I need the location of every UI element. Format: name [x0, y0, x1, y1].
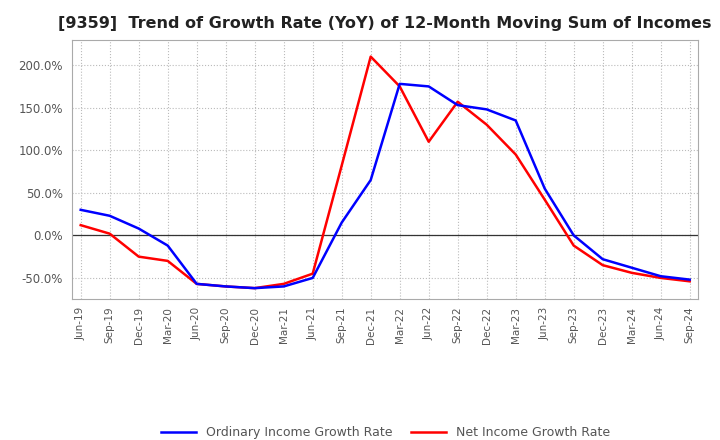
Ordinary Income Growth Rate — [657, 274, 665, 279]
Ordinary Income Growth Rate — [279, 284, 288, 289]
Line: Ordinary Income Growth Rate: Ordinary Income Growth Rate — [81, 84, 690, 288]
Net Income Growth Rate — [135, 254, 143, 259]
Net Income Growth Rate — [454, 99, 462, 104]
Net Income Growth Rate — [541, 197, 549, 202]
Net Income Growth Rate — [685, 279, 694, 284]
Ordinary Income Growth Rate — [482, 107, 491, 112]
Ordinary Income Growth Rate — [570, 233, 578, 238]
Net Income Growth Rate — [511, 152, 520, 157]
Net Income Growth Rate — [251, 286, 259, 291]
Ordinary Income Growth Rate — [685, 277, 694, 282]
Net Income Growth Rate — [598, 263, 607, 268]
Ordinary Income Growth Rate — [511, 118, 520, 123]
Net Income Growth Rate — [482, 122, 491, 127]
Net Income Growth Rate — [366, 54, 375, 59]
Ordinary Income Growth Rate — [627, 265, 636, 270]
Ordinary Income Growth Rate — [308, 275, 317, 281]
Legend: Ordinary Income Growth Rate, Net Income Growth Rate: Ordinary Income Growth Rate, Net Income … — [156, 421, 615, 440]
Ordinary Income Growth Rate — [424, 84, 433, 89]
Ordinary Income Growth Rate — [135, 226, 143, 231]
Net Income Growth Rate — [424, 139, 433, 144]
Ordinary Income Growth Rate — [221, 284, 230, 289]
Net Income Growth Rate — [627, 270, 636, 275]
Net Income Growth Rate — [395, 84, 404, 89]
Ordinary Income Growth Rate — [338, 220, 346, 225]
Net Income Growth Rate — [338, 163, 346, 168]
Net Income Growth Rate — [76, 223, 85, 228]
Net Income Growth Rate — [163, 258, 172, 264]
Ordinary Income Growth Rate — [598, 257, 607, 262]
Ordinary Income Growth Rate — [454, 103, 462, 108]
Net Income Growth Rate — [657, 275, 665, 281]
Net Income Growth Rate — [570, 243, 578, 248]
Ordinary Income Growth Rate — [163, 243, 172, 248]
Ordinary Income Growth Rate — [366, 177, 375, 183]
Line: Net Income Growth Rate: Net Income Growth Rate — [81, 57, 690, 288]
Ordinary Income Growth Rate — [251, 286, 259, 291]
Title: [9359]  Trend of Growth Rate (YoY) of 12-Month Moving Sum of Incomes: [9359] Trend of Growth Rate (YoY) of 12-… — [58, 16, 712, 32]
Ordinary Income Growth Rate — [105, 213, 114, 218]
Ordinary Income Growth Rate — [395, 81, 404, 87]
Net Income Growth Rate — [221, 284, 230, 289]
Net Income Growth Rate — [279, 281, 288, 286]
Ordinary Income Growth Rate — [192, 281, 201, 286]
Net Income Growth Rate — [192, 281, 201, 286]
Net Income Growth Rate — [105, 231, 114, 236]
Ordinary Income Growth Rate — [541, 186, 549, 191]
Net Income Growth Rate — [308, 271, 317, 276]
Ordinary Income Growth Rate — [76, 207, 85, 213]
